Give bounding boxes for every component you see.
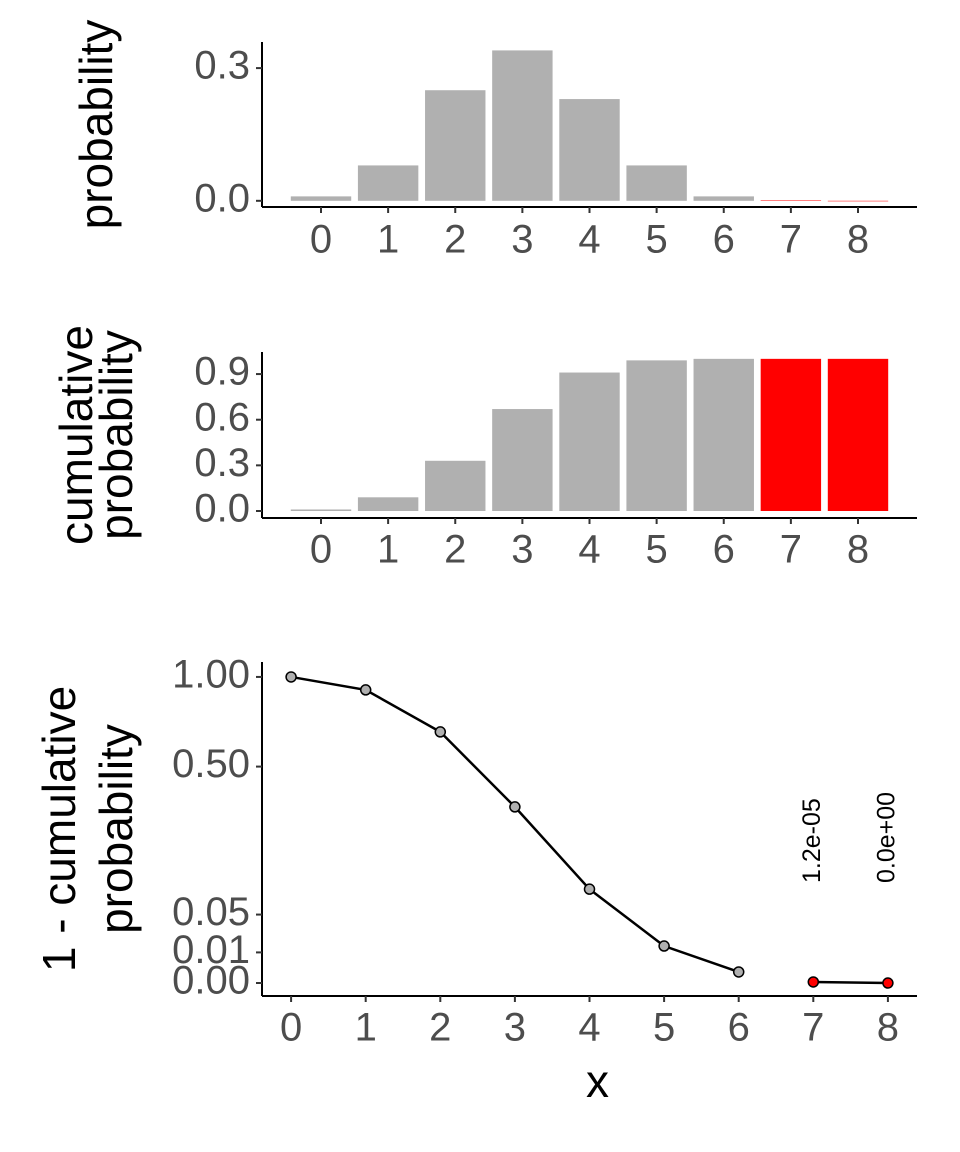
x-tick-label: 6 — [713, 528, 735, 572]
value-label: 1.2e-05 — [798, 798, 826, 883]
x-tick-label: 4 — [578, 218, 600, 262]
point — [807, 976, 820, 988]
x-tick-label: 3 — [504, 1006, 526, 1050]
x-tick-label: 1 — [377, 528, 399, 572]
x-tick-label: 8 — [847, 218, 869, 262]
bar — [693, 358, 754, 512]
point — [658, 940, 670, 952]
y-axis-title: probability — [90, 724, 142, 934]
y-tick-label: 0.3 — [194, 441, 250, 485]
x-tick-label: 7 — [780, 218, 802, 262]
x-tick-label: 4 — [578, 1006, 600, 1050]
bar — [827, 358, 889, 512]
x-tick-label: 3 — [511, 218, 533, 262]
x-tick-label: 5 — [646, 218, 668, 262]
y-axis-title: probability — [90, 330, 142, 540]
x-tick-label: 2 — [444, 528, 466, 572]
x-tick-label: 8 — [847, 528, 869, 572]
bar — [760, 358, 822, 512]
y-tick-label: 0.05 — [172, 890, 250, 934]
x-tick-label: 0 — [280, 1006, 302, 1050]
point — [732, 966, 745, 978]
x-tick-label: 6 — [728, 1006, 750, 1050]
x-tick-label: 4 — [578, 528, 600, 572]
y-axis-title: probability — [70, 20, 122, 230]
point — [882, 977, 894, 989]
bar — [559, 99, 620, 201]
bar — [626, 165, 687, 201]
point — [285, 671, 297, 683]
x-tick-label: 2 — [429, 1006, 451, 1050]
bar — [827, 200, 889, 202]
x-axis-title: x — [586, 1055, 609, 1107]
y-tick-label: 0.3 — [194, 44, 250, 88]
y-tick-label: 0.01 — [172, 928, 250, 972]
bar — [357, 497, 419, 512]
bar — [357, 165, 419, 201]
bar — [693, 196, 754, 201]
x-tick-label: 6 — [713, 218, 735, 262]
value-label: 0.0e+00 — [873, 792, 901, 883]
bar — [760, 200, 822, 201]
y-tick-label: 0.0 — [194, 176, 250, 220]
y-tick-label: 0.00 — [172, 959, 250, 1003]
y-axis-title: 1 - cumulative — [33, 686, 85, 972]
bar — [492, 409, 553, 512]
x-tick-label: 1 — [377, 218, 399, 262]
x-tick-label: 1 — [355, 1006, 377, 1050]
y-tick-label: 0.9 — [194, 350, 250, 394]
x-tick-label: 7 — [780, 528, 802, 572]
bar — [425, 90, 486, 201]
bar — [492, 50, 553, 201]
bar — [425, 460, 486, 512]
x-tick-label: 0 — [310, 528, 332, 572]
x-tick-label: 3 — [511, 528, 533, 572]
y-tick-label: 1.00 — [172, 653, 250, 697]
bar — [626, 360, 687, 512]
point — [583, 883, 596, 895]
y-tick-label: 0.6 — [194, 395, 250, 439]
point — [434, 726, 447, 738]
x-tick-label: 5 — [653, 1006, 675, 1050]
point — [359, 684, 372, 696]
line — [290, 675, 740, 974]
x-tick-label: 0 — [310, 218, 332, 262]
x-tick-label: 5 — [646, 528, 668, 572]
bar — [290, 196, 352, 201]
y-axis-title: cumulative — [50, 325, 102, 545]
y-tick-label: 0.50 — [172, 742, 250, 786]
point — [509, 801, 521, 813]
x-tick-label: 8 — [877, 1006, 899, 1050]
bar — [559, 372, 620, 512]
bar — [290, 509, 352, 512]
x-tick-label: 2 — [444, 218, 466, 262]
y-tick-label: 0.0 — [194, 487, 250, 531]
line — [813, 980, 888, 985]
x-tick-label: 7 — [802, 1006, 824, 1050]
